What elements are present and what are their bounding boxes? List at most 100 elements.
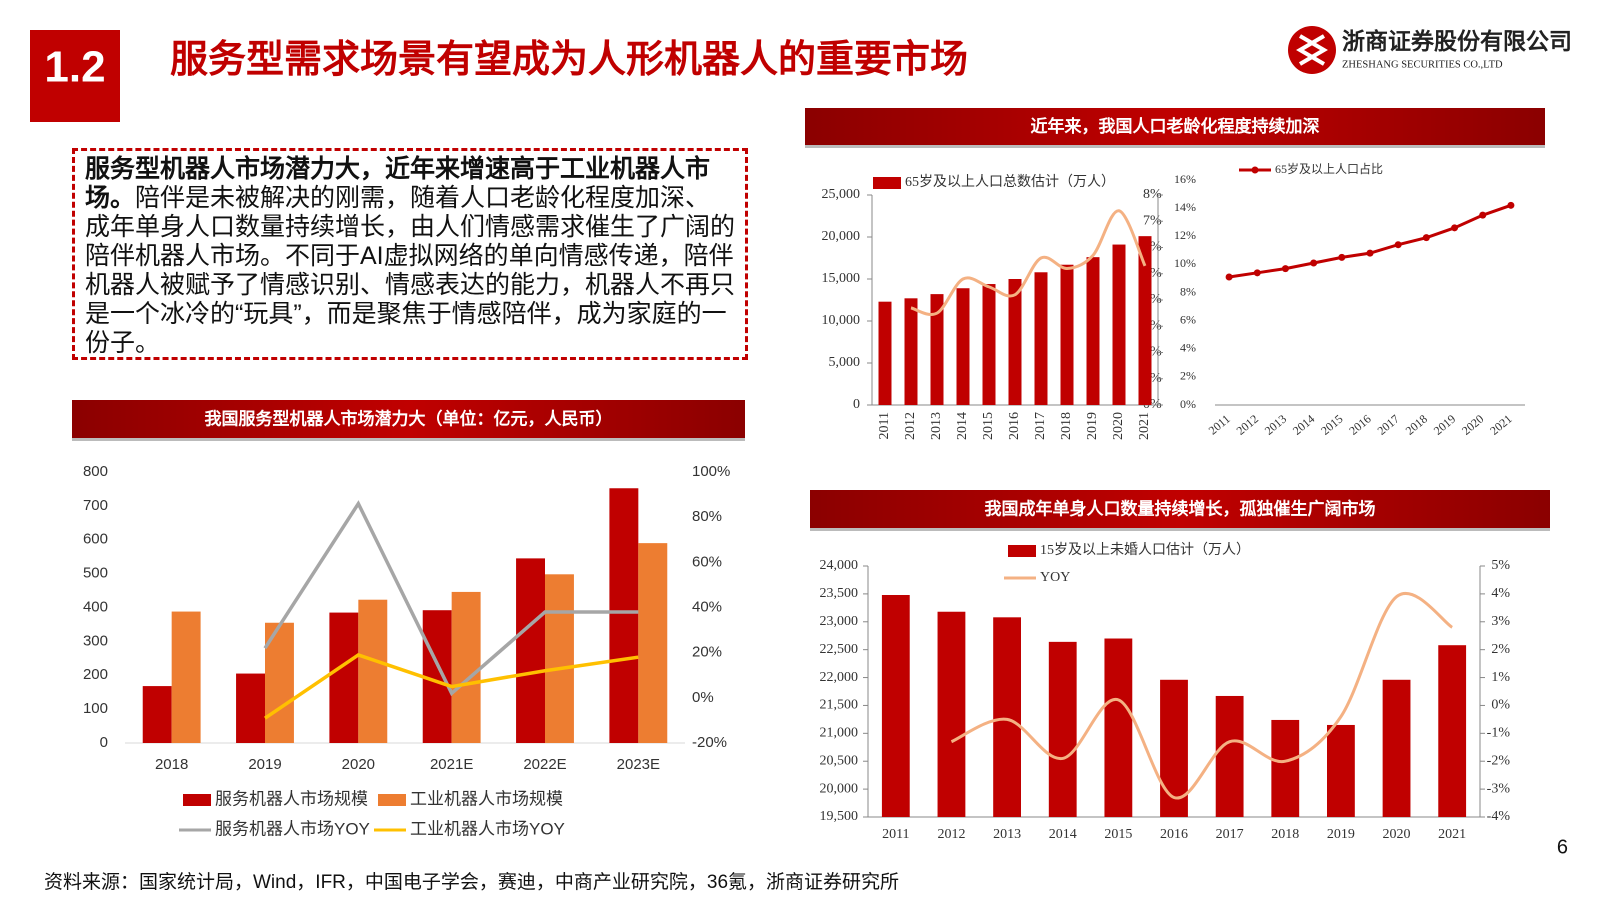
y2-tick-label: 40% (692, 598, 722, 615)
line (950, 592, 1454, 800)
text-box: 服务型机器人市场潜力大，近年来增速高于工业机器人市场。陪伴是未被解决的刚需，随着… (72, 148, 748, 360)
marker (1366, 249, 1374, 257)
bar (1034, 272, 1048, 405)
x-tick-label: 2019 (1327, 827, 1355, 842)
title-shadow (805, 145, 1545, 148)
x-tick-label: 2013 (993, 827, 1021, 842)
text-bold: 服务型机器人市场潜力大，近年来增速高于工业机器人市场。 (85, 155, 711, 212)
slide-title: 服务型需求场景有望成为人形机器人的重要市场 (170, 39, 968, 81)
section-box (30, 30, 120, 122)
marker (1338, 253, 1346, 261)
legend-label: 15岁及以上未婚人口估计（万人） (1040, 542, 1250, 558)
y2-tick-label: -20% (692, 734, 727, 751)
company-en: ZHESHANG SECURITIES CO.,LTD (1342, 59, 1503, 70)
chart-title: 我国成年单身人口数量持续增长，孤独催生广阔市场 (985, 498, 1376, 518)
y-tick-label: 100 (83, 700, 108, 717)
bar (1112, 244, 1126, 405)
marker (1394, 241, 1402, 249)
x-tick-label: 2020 (1459, 412, 1486, 438)
legend-label: 服务机器人市场YOY (215, 819, 370, 838)
title-banner (72, 400, 745, 438)
bar (1104, 638, 1133, 817)
y-tick-label: 600 (83, 531, 108, 548)
y-tick-label: 22,000 (820, 670, 859, 685)
bar (956, 288, 970, 405)
x-tick-label: 2016 (1160, 827, 1188, 842)
bar (638, 543, 668, 743)
marker (1225, 273, 1233, 281)
y-tick-label: 200 (83, 666, 108, 683)
bar (451, 591, 481, 743)
bar (1438, 645, 1467, 817)
y-tick-label: 20,000 (822, 229, 861, 244)
legend-label: 65岁及以上人口占比 (1275, 161, 1383, 176)
x-tick-label: 2014 (1290, 412, 1317, 438)
x-tick-label: 2017 (1374, 412, 1401, 438)
bar (171, 611, 201, 743)
y2-tick-label: 2% (1491, 642, 1510, 657)
x-tick-label: 2016 (1346, 412, 1373, 438)
y-tick-label: 10% (1174, 256, 1196, 270)
section-number: 1.2 (44, 43, 105, 92)
x-tick-label: 2019 (1085, 412, 1100, 440)
y-tick-label: 0 (853, 397, 860, 412)
x-tick-label: 2019 (1431, 412, 1458, 438)
bar (1138, 236, 1152, 405)
logo-mark (1296, 34, 1328, 66)
bar (878, 301, 892, 405)
y-tick-label: 12% (1174, 228, 1196, 242)
bar (1271, 719, 1300, 817)
bar (1327, 724, 1355, 817)
y-tick-label: 20,000 (820, 781, 859, 796)
legend-swatch (183, 794, 211, 806)
y-tick-label: 800 (83, 463, 108, 480)
bar (1215, 695, 1244, 817)
line (263, 500, 639, 697)
y2-tick-label: 4% (1491, 586, 1510, 601)
x-tick-label: 2018 (155, 756, 188, 773)
x-tick-label: 2021 (1438, 827, 1466, 842)
legend-label: 服务机器人市场规模 (215, 789, 368, 808)
y2-tick-label: 0% (1491, 698, 1510, 713)
company-name: 浙商证券股份有限公司 (1342, 28, 1572, 54)
x-tick-label: 2012 (1234, 412, 1261, 438)
bar (1008, 279, 1022, 405)
x-tick-label: 2021 (1137, 412, 1152, 440)
bar (993, 617, 1021, 817)
y-tick-label: 700 (83, 497, 108, 514)
x-tick-label: 2015 (981, 412, 996, 440)
y-tick-label: 4% (1180, 341, 1196, 355)
y2-tick-label: -2% (1487, 753, 1511, 768)
bar (236, 673, 265, 743)
y2-tick-label: 7% (1143, 213, 1162, 228)
marker (1451, 224, 1459, 232)
legend-swatch (873, 177, 901, 189)
legend-label: 65岁及以上人口总数估计（万人） (905, 174, 1115, 190)
bar (516, 558, 545, 743)
y-tick-label: 0 (100, 734, 108, 751)
y2-tick-label: 100% (692, 463, 730, 480)
y-tick-label: 5,000 (829, 355, 861, 370)
x-tick-label: 2013 (929, 412, 944, 440)
x-tick-label: 2012 (903, 412, 918, 440)
y-tick-label: 500 (83, 565, 108, 582)
x-tick-label: 2020 (342, 756, 375, 773)
legend-label: 工业机器人市场YOY (410, 819, 565, 838)
text-body: 陪伴是未被解决的刚需，随着人口老龄化程度加深、成年单身人口数量持续增长，由人们情… (85, 184, 736, 357)
x-tick-label: 2011 (882, 827, 909, 842)
y2-tick-label: 3% (1491, 614, 1510, 629)
x-tick-label: 2022E (523, 756, 566, 773)
marker (1422, 234, 1430, 242)
marker (1479, 211, 1487, 219)
y-tick-label: 300 (83, 632, 108, 649)
y2-tick-label: -4% (1487, 809, 1511, 824)
x-tick-label: 2020 (1111, 412, 1126, 440)
y-tick-label: 19,500 (820, 809, 859, 824)
title-shadow (810, 528, 1550, 531)
x-tick-label: 2015 (1318, 412, 1345, 438)
x-tick-label: 2023E (617, 756, 660, 773)
marker (1310, 259, 1318, 267)
marker (1281, 265, 1289, 273)
x-tick-label: 2020 (1383, 827, 1411, 842)
